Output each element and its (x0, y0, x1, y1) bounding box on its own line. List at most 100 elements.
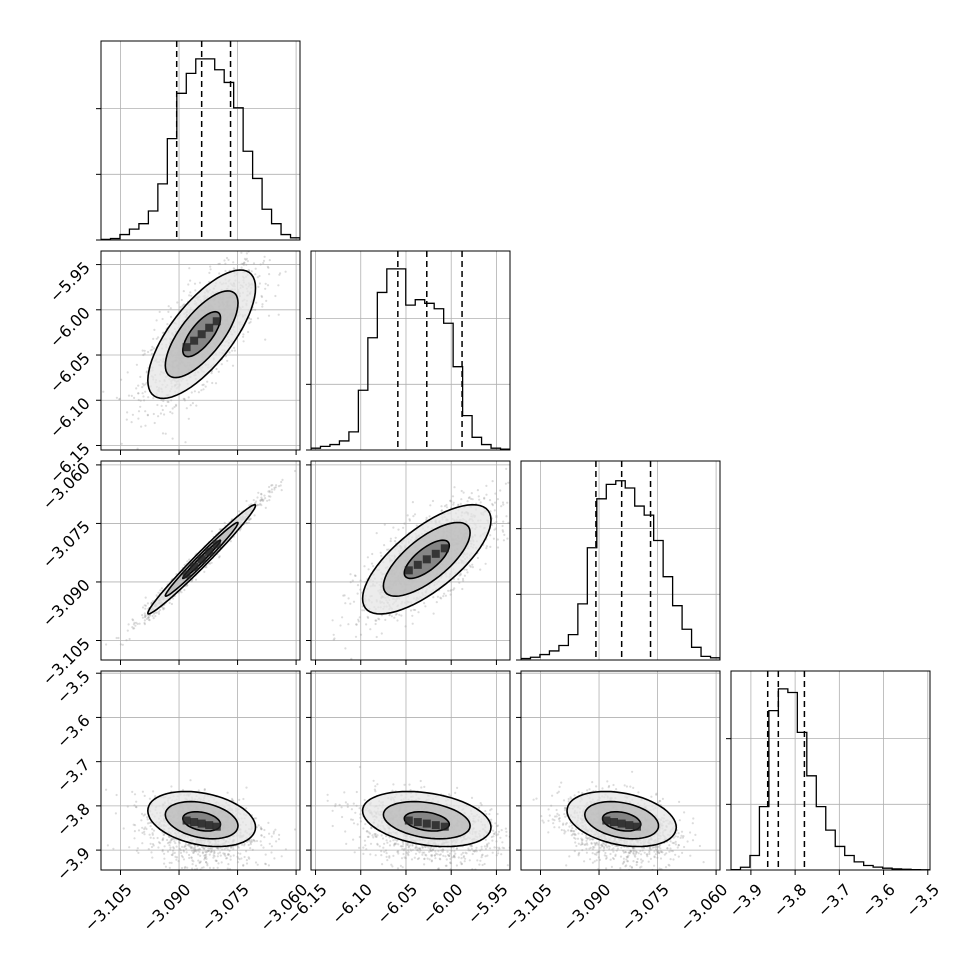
sample-point (212, 866, 215, 870)
sample-point (198, 281, 202, 284)
sample-point (193, 846, 196, 849)
sample-point (266, 284, 270, 287)
sample-point (237, 846, 240, 849)
sample-point (173, 840, 176, 843)
sample-point (380, 614, 383, 617)
sample-point (440, 509, 443, 512)
sample-point (256, 503, 259, 507)
sample-point (343, 594, 346, 597)
sample-point (257, 491, 260, 494)
sample-point (203, 570, 206, 574)
sample-point (280, 489, 283, 492)
sample-point (231, 349, 234, 352)
sample-point (279, 484, 282, 487)
sample-point (495, 514, 498, 518)
density-core (212, 317, 221, 326)
sample-point (365, 623, 368, 626)
sample-point (233, 346, 236, 349)
sample-point (145, 370, 148, 373)
sample-point (266, 265, 269, 268)
sample-point (148, 833, 151, 836)
sample-point (197, 859, 200, 862)
sample-point (408, 519, 411, 522)
sample-point (450, 588, 453, 592)
sample-point (159, 412, 162, 415)
density-core (197, 555, 206, 564)
sample-point (459, 502, 462, 505)
sample-point (141, 386, 144, 389)
sample-point (467, 496, 470, 500)
sample-point (268, 273, 271, 276)
sample-point (204, 385, 207, 388)
sample-point (147, 616, 150, 619)
sample-point (217, 847, 220, 850)
sample-point (152, 337, 155, 340)
sample-point (149, 825, 152, 828)
sample-point (225, 256, 229, 260)
sample-point (245, 252, 248, 255)
sample-point (350, 657, 353, 660)
density-core (422, 555, 431, 564)
sample-point (465, 568, 468, 571)
sample-point (249, 843, 252, 846)
sample-point (208, 866, 212, 870)
sample-point (444, 594, 447, 597)
sample-point (142, 395, 145, 398)
sample-point (493, 528, 496, 531)
sample-point (139, 399, 142, 402)
sample-point (331, 619, 334, 622)
sample-point (210, 561, 213, 564)
sample-point (115, 793, 118, 797)
sample-point (390, 615, 393, 618)
sample-point (254, 273, 257, 276)
sample-point (402, 526, 405, 529)
sample-point (152, 844, 155, 847)
sample-point (483, 496, 486, 499)
sample-point (141, 790, 144, 793)
sample-point (466, 500, 469, 503)
scatter-panel-3-2 (306, 460, 514, 665)
sample-point (264, 287, 267, 290)
sample-point (167, 400, 170, 404)
sample-point (483, 497, 486, 500)
sample-point (504, 482, 507, 485)
sample-point (162, 399, 165, 403)
sample-point (248, 322, 251, 325)
sample-point (145, 371, 148, 374)
sample-point (447, 589, 450, 592)
sample-point (163, 833, 166, 836)
sample-point (121, 643, 124, 646)
sample-point (332, 633, 335, 636)
sample-point (425, 516, 428, 520)
sample-point (162, 608, 165, 611)
sample-point (484, 562, 487, 565)
sample-point (452, 588, 455, 591)
sample-point (143, 619, 146, 622)
sample-point (347, 597, 350, 600)
sample-point (503, 533, 506, 537)
sample-point (389, 537, 392, 540)
sample-point (141, 606, 145, 609)
sample-point (502, 539, 505, 542)
sample-point (143, 604, 146, 607)
sample-point (263, 255, 266, 258)
sample-point (411, 501, 414, 504)
sample-point (363, 609, 366, 612)
sample-point (502, 520, 505, 523)
contour-line (164, 290, 239, 379)
sample-point (443, 505, 447, 508)
sample-point (217, 862, 220, 865)
sample-point (132, 823, 135, 826)
sample-point (152, 412, 155, 416)
sample-point (203, 847, 206, 851)
sample-point (245, 499, 248, 503)
sample-point (246, 840, 249, 844)
sample-point (199, 860, 202, 863)
scatter-panel-3-1 (96, 460, 301, 665)
sample-point (187, 417, 190, 420)
sample-point (254, 501, 257, 505)
sample-point (198, 861, 202, 864)
sample-point (512, 495, 514, 497)
sample-point (143, 833, 146, 836)
sample-point (372, 565, 375, 568)
